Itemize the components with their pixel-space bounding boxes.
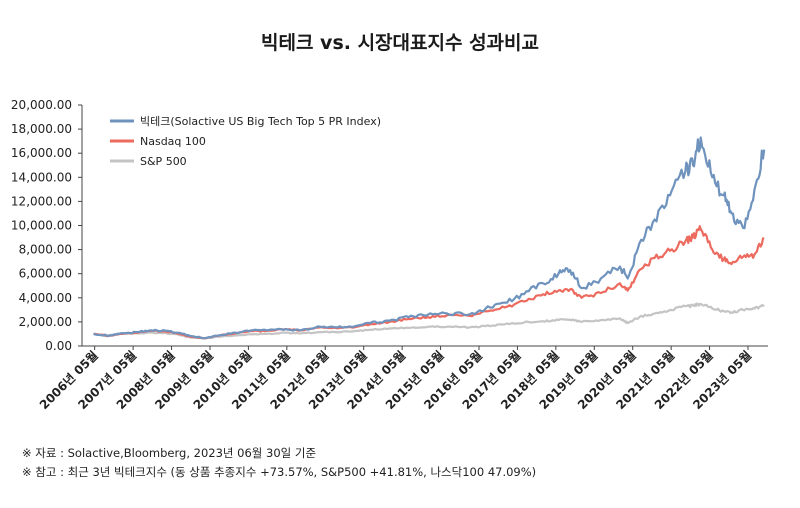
legend-label-1: Nasdaq 100 [140, 135, 206, 148]
y-tick-label: 0.00 [45, 339, 72, 353]
notes: ※ 자료 : Solactive,Bloomberg, 2023년 06월 30… [22, 444, 536, 482]
y-tick-label: 6,000.00 [19, 267, 72, 281]
y-tick-label: 20,000.00 [11, 98, 72, 112]
y-tick-label: 16,000.00 [11, 146, 72, 160]
y-tick-label: 12,000.00 [11, 194, 72, 208]
note-reference: ※ 참고 : 최근 3년 빅테크지수 (동 상품 추종지수 +73.57%, S… [22, 465, 537, 479]
note-source: ※ 자료 : Solactive,Bloomberg, 2023년 06월 30… [22, 446, 317, 460]
legend-label-2: S&P 500 [140, 155, 187, 168]
chart-title: 빅테크 vs. 시장대표지수 성과비교 [261, 32, 539, 54]
series-line-2 [93, 302, 765, 340]
series-line-1 [93, 225, 765, 340]
series-line-0 [93, 136, 766, 340]
y-tick-label: 10,000.00 [11, 219, 72, 233]
y-tick-label: 4,000.00 [19, 291, 72, 305]
y-tick-label: 18,000.00 [11, 122, 72, 136]
y-tick-label: 14,000.00 [11, 170, 72, 184]
y-tick-label: 8,000.00 [19, 243, 72, 257]
y-tick-label: 2,000.00 [19, 315, 72, 329]
legend-label-0: 빅테크(Solactive US Big Tech Top 5 PR Index… [140, 115, 381, 128]
